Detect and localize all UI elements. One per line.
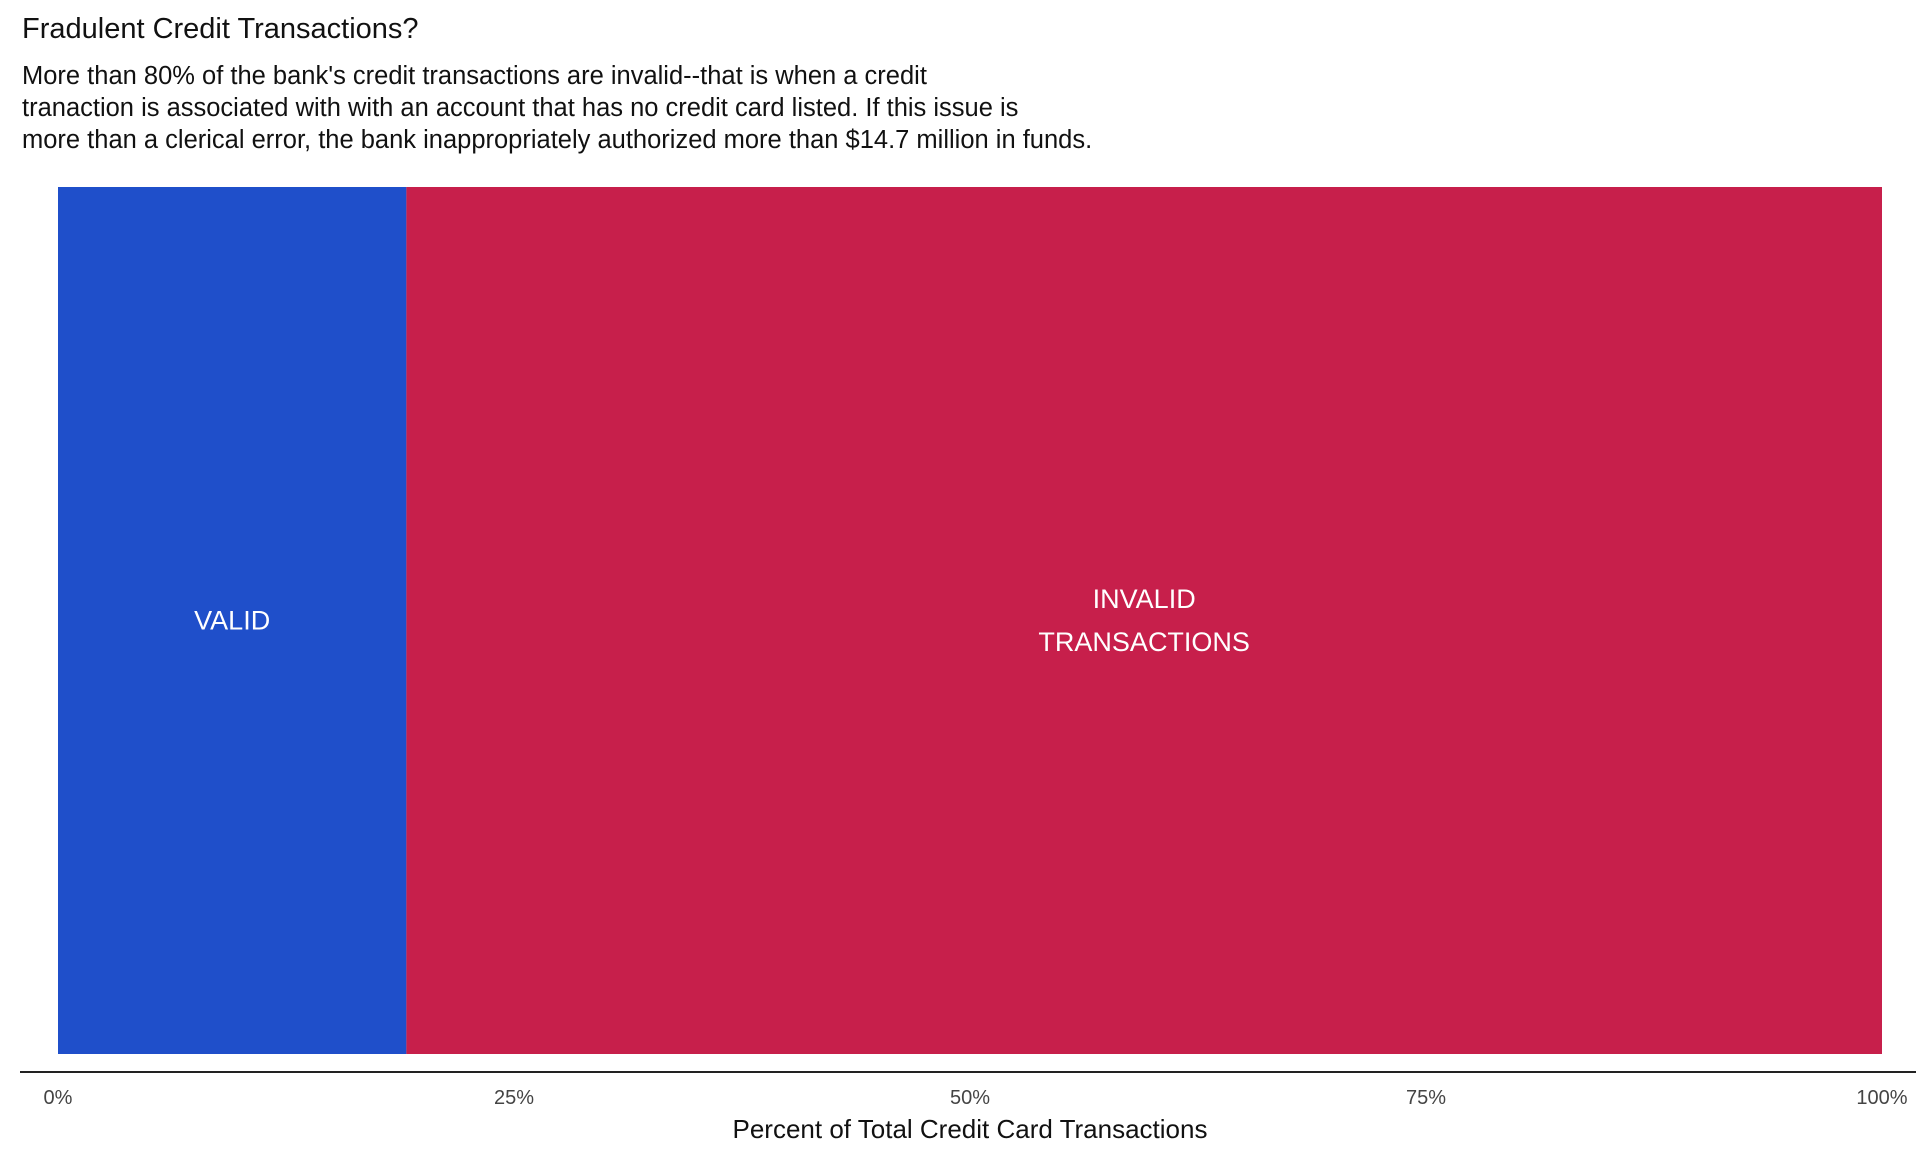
- bar-label-line: TRANSACTIONS: [1038, 627, 1250, 657]
- x-axis-title: Percent of Total Credit Card Transaction…: [733, 1114, 1208, 1144]
- bar-label-1: VALID: [194, 606, 270, 636]
- bar-segment-2: [406, 187, 1882, 1054]
- bar-segment-1: [58, 187, 407, 1054]
- x-tick-label: 0%: [44, 1087, 73, 1109]
- bar-label-line: VALID: [194, 606, 270, 636]
- x-tick-label: 25%: [494, 1087, 534, 1109]
- subtitle-line-3: more than a clerical error, the bank ina…: [22, 126, 1093, 154]
- bar-label-line: INVALID: [1093, 584, 1196, 614]
- chart-title: Fradulent Credit Transactions?: [22, 13, 419, 45]
- bar-labels-group: VALID INVALID TRANSACTIONS: [194, 584, 1250, 657]
- chart-subtitle: More than 80% of the bank's credit trans…: [22, 60, 1322, 156]
- bar-label-2: INVALID TRANSACTIONS: [1038, 584, 1250, 657]
- x-tick-label: 75%: [1406, 1087, 1446, 1109]
- x-tick-labels-group: 0% 25% 50% 75% 100%: [44, 1087, 1908, 1109]
- subtitle-line-2: tranaction is associated with with an ac…: [22, 94, 1019, 122]
- x-tick-label: 100%: [1856, 1087, 1907, 1109]
- bars-group: [58, 187, 1882, 1054]
- subtitle-line-1: More than 80% of the bank's credit trans…: [22, 62, 927, 90]
- x-tick-label: 50%: [950, 1087, 990, 1109]
